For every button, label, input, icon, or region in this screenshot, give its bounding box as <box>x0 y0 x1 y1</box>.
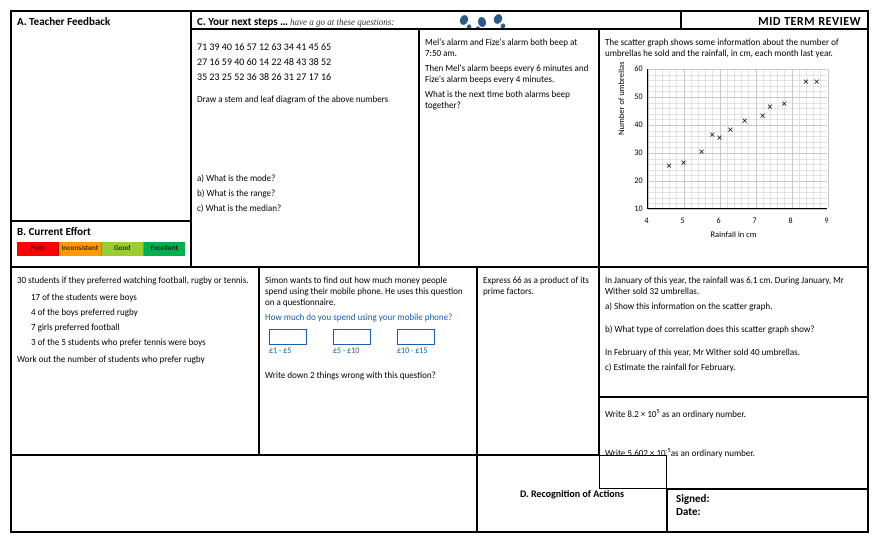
question-text: 30 students if they preferred watching f… <box>17 275 253 286</box>
scatter-point: × <box>727 128 733 134</box>
scatter-point: × <box>814 80 820 86</box>
bullet-text: 3 of the 5 students who prefer tennis we… <box>31 337 253 348</box>
effort-scale: PoorInconsistentGoodExcellent <box>17 242 185 256</box>
page-title: MID TERM REVIEW <box>681 11 868 29</box>
bullet-text: 7 girls preferred football <box>31 322 253 333</box>
sub-question: a) Show this information on the scatter … <box>605 301 862 312</box>
data-row: 35 23 25 52 36 38 26 31 27 17 16 <box>197 69 413 84</box>
answer-boxes: £1 - £5 £5 - £10 £10 - £15 <box>269 329 471 356</box>
scatter-point: × <box>717 136 723 142</box>
questionnaire-prompt: How much do you spend using your mobile … <box>265 312 471 323</box>
x-tick: 6 <box>716 216 720 226</box>
date-label: Date: <box>676 505 859 518</box>
question-text: In February of this year, Mr Wither sold… <box>605 347 862 358</box>
answer-box <box>333 329 371 345</box>
y-tick: 20 <box>619 176 643 186</box>
bullet-text: 17 of the students were boys <box>31 292 253 303</box>
y-tick: 60 <box>619 64 643 74</box>
footsteps-icon <box>456 14 510 29</box>
sub-question: b) What type of correlation does this sc… <box>605 324 862 335</box>
answer-box-label: £1 - £5 <box>269 346 307 356</box>
bullet-text: 4 of the boys preferred rugby <box>31 307 253 318</box>
x-tick: 9 <box>824 216 828 226</box>
y-tick: 30 <box>619 148 643 158</box>
scatter-point: × <box>803 80 809 86</box>
section-c-title: C. Your next steps … <box>197 15 288 28</box>
sub-question: c) What is the median? <box>197 203 413 214</box>
scatter-intro: The scatter graph shows some information… <box>605 37 862 59</box>
effort-level: Inconsistent <box>59 242 101 256</box>
signature-block: Signed: Date: <box>667 489 868 532</box>
signed-label: Signed: <box>676 492 859 505</box>
scatter-point: × <box>742 119 748 125</box>
effort-level: Excellent <box>144 242 185 256</box>
x-tick: 5 <box>680 216 684 226</box>
data-row: 71 39 40 16 57 12 63 34 41 45 65 <box>197 39 413 54</box>
question-stem-and-leaf: 71 39 40 16 57 12 63 34 41 45 65 27 16 5… <box>191 29 419 267</box>
question-scatter-followup: In January of this year, the rainfall wa… <box>599 267 868 397</box>
answer-box-label: £10 - £15 <box>397 346 435 356</box>
section-a-title: A. Teacher Feedback <box>17 15 110 28</box>
data-row: 27 16 59 40 60 14 22 48 43 38 52 <box>197 54 413 69</box>
review-sheet: A. Teacher Feedback B. Current Effort Po… <box>10 10 869 533</box>
section-a-teacher-feedback: A. Teacher Feedback <box>11 11 191 221</box>
y-tick: 40 <box>619 120 643 130</box>
question-text: Express 66 as a product of its prime fac… <box>483 275 593 297</box>
question-text: Mel's alarm and Fize's alarm both beep a… <box>425 37 593 59</box>
section-c-header: C. Your next steps … have a go at these … <box>191 11 681 29</box>
y-tick: 10 <box>619 204 643 214</box>
effort-level: Good <box>102 242 144 256</box>
answer-box-label: £5 - £10 <box>333 346 371 356</box>
blank-work-area <box>11 455 477 532</box>
section-d-title: D. Recognition of Actions <box>520 487 624 500</box>
question-text: Then Mel's alarm beeps every 6 minutes a… <box>425 63 593 85</box>
x-tick: 8 <box>788 216 792 226</box>
question-alarms: Mel's alarm and Fize's alarm both beep a… <box>419 29 599 267</box>
scatter-point: × <box>709 133 715 139</box>
scatter-point: × <box>760 114 766 120</box>
question-text: Write down 2 things wrong with this ques… <box>265 370 471 381</box>
scatter-point: × <box>767 105 773 111</box>
section-c-subtitle: have a go at these questions: <box>290 17 394 27</box>
question-mobile-phone: Simon wants to find out how much money p… <box>259 267 477 455</box>
scatter-chart: ×××××××××××× Number of umbrellas Rainfal… <box>619 65 849 240</box>
y-tick: 50 <box>619 92 643 102</box>
scatter-point: × <box>699 150 705 156</box>
question-students: 30 students if they preferred watching f… <box>11 267 259 455</box>
sub-question: b) What is the range? <box>197 188 413 199</box>
question-text: In January of this year, the rainfall wa… <box>605 275 862 297</box>
answer-box <box>397 329 435 345</box>
question-text: Work out the number of students who pref… <box>17 354 253 365</box>
answer-box <box>269 329 307 345</box>
question-scatter-graph: The scatter graph shows some information… <box>599 29 868 267</box>
x-axis-label: Rainfall in cm <box>619 230 849 240</box>
scatter-point: × <box>781 102 787 108</box>
sub-question: c) Estimate the rainfall for February. <box>605 362 862 373</box>
x-tick: 4 <box>644 216 648 226</box>
scatter-point: × <box>681 161 687 167</box>
chart-plot-area: ×××××××××××× <box>647 69 827 209</box>
instruction-text: Draw a stem and leaf diagram of the abov… <box>197 94 413 105</box>
x-tick: 7 <box>752 216 756 226</box>
effort-level: Poor <box>17 242 59 256</box>
section-b-current-effort: B. Current Effort PoorInconsistentGoodEx… <box>11 221 191 267</box>
section-d-recognition: D. Recognition of Actions <box>477 455 667 532</box>
sub-question: a) What is the mode? <box>197 173 413 184</box>
question-text: What is the next time both alarms beep t… <box>425 89 593 111</box>
section-b-title: B. Current Effort <box>17 225 91 238</box>
question-text: Write 8.2 × 105 as an ordinary number. <box>605 409 862 420</box>
question-prime-factors: Express 66 as a product of its prime fac… <box>477 267 599 455</box>
scatter-point: × <box>666 164 672 170</box>
question-text: Simon wants to find out how much money p… <box>265 275 471 308</box>
